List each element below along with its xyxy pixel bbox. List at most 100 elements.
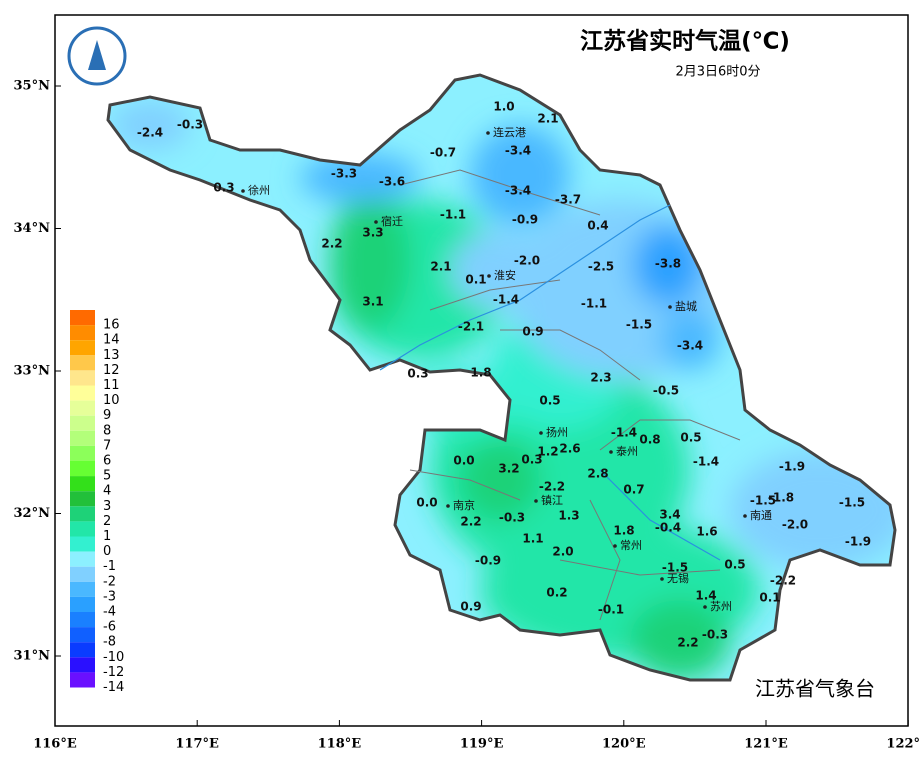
city-name: 南京 [453, 498, 475, 512]
station-value: 0.5 [680, 431, 701, 445]
city-borders [399, 169, 741, 621]
station-value: -1.4 [611, 426, 637, 440]
station-value: -0.7 [430, 146, 456, 160]
city-name: 扬州 [546, 425, 568, 439]
city-name: 常州 [620, 539, 642, 552]
y-tick-label: 32°N [14, 506, 51, 521]
legend-swatch [70, 385, 95, 401]
station-value: -2.2 [539, 480, 565, 494]
x-tick-label: 116°E [33, 737, 77, 752]
legend-swatch [70, 310, 95, 326]
city-dot [609, 450, 613, 454]
legend-label: 11 [103, 378, 120, 393]
agency: 江苏省气象台 [755, 677, 875, 701]
y-tick-label: 34°N [14, 221, 51, 236]
legend-swatch [70, 430, 95, 446]
station-value: 2.0 [552, 545, 573, 559]
legend-label: 12 [103, 363, 120, 378]
legend-label: 8 [103, 423, 111, 438]
legend-swatch [70, 445, 95, 461]
x-tick-label: 121°E [744, 737, 788, 752]
station-value: 2.2 [321, 237, 342, 251]
legend-label: -2 [103, 574, 116, 589]
legend-swatch [70, 657, 95, 673]
city-dot [743, 514, 747, 518]
city-name: 盐城 [675, 300, 697, 313]
station-value: 0.9 [460, 600, 481, 614]
city-name: 南通 [750, 509, 772, 522]
station-value: 0.4 [587, 219, 608, 233]
legend-swatch [70, 325, 95, 341]
city-dot [486, 131, 490, 135]
legend-swatch [70, 551, 95, 567]
station-value: 1.6 [696, 525, 717, 539]
x-tick-label: 117°E [175, 737, 219, 752]
station-value: 0.8 [639, 433, 660, 447]
station-value: 3.2 [498, 462, 519, 476]
legend-swatch [70, 506, 95, 522]
legend-swatch [70, 400, 95, 416]
station-value: -2.0 [782, 518, 808, 532]
station-value: -1.9 [845, 535, 871, 549]
station-value: -1.5 [662, 561, 688, 575]
legend-swatch [70, 340, 95, 356]
legend-label: 9 [103, 408, 111, 423]
legend-swatch [70, 627, 95, 643]
legend-label: 0 [103, 544, 111, 559]
station-value: -3.4 [505, 184, 531, 198]
legend-label: 5 [103, 469, 111, 484]
legend-label: -3 [103, 589, 116, 604]
station-value: -0.3 [702, 628, 728, 642]
station-value: -0.9 [512, 213, 538, 227]
legend-label: 4 [103, 484, 111, 499]
legend-label: 3 [103, 499, 111, 514]
station-value: 1.8 [613, 524, 634, 538]
station-value: -3.6 [379, 175, 405, 189]
station-value: 0.3 [407, 367, 428, 381]
station-value: -3.4 [505, 144, 531, 158]
station-value: 0.0 [416, 496, 437, 510]
legend-label: 1 [103, 529, 111, 544]
city-name: 宿迁 [381, 214, 403, 228]
city-dot [668, 305, 672, 309]
station-value: 0.5 [724, 558, 745, 572]
station-value: -1.5 [750, 494, 776, 508]
station-value: -0.3 [177, 118, 203, 132]
station-value: -1.1 [440, 208, 466, 222]
station-value: -0.3 [499, 511, 525, 525]
station-value: 3.4 [659, 508, 680, 522]
legend-swatch [70, 536, 95, 552]
legend-label: -1 [103, 559, 116, 574]
station-value: -1.5 [626, 318, 652, 332]
station-value: 0.5 [539, 394, 560, 408]
y-tick-label: 31°N [14, 649, 51, 664]
station-value: -0.5 [653, 384, 679, 398]
station-value: 0.3 [521, 453, 542, 467]
x-tick-label: 119°E [460, 737, 504, 752]
legend-swatch [70, 521, 95, 537]
station-value: 1.2 [537, 445, 558, 459]
station-value: 2.2 [460, 515, 481, 529]
station-value: 1.0 [493, 100, 514, 114]
y-tick-label: 35°N [14, 79, 51, 94]
legend-label: -10 [103, 650, 124, 665]
x-tick-label: 122°E [886, 737, 920, 752]
legend-swatch [70, 476, 95, 492]
station-value: 1.4 [695, 589, 716, 603]
station-value: 0.3 [213, 181, 234, 195]
station-value: 0.1 [465, 273, 486, 287]
station-value: 3.3 [362, 226, 383, 240]
legend-label: -14 [103, 680, 124, 695]
station-value: 0.2 [546, 586, 567, 600]
station-value: -2.5 [588, 260, 614, 274]
legend-label: 13 [103, 348, 120, 363]
legend-label: 14 [103, 333, 120, 348]
legend-label: -8 [103, 635, 116, 650]
city-name: 苏州 [710, 600, 732, 613]
station-value: 1.1 [522, 532, 543, 546]
station-value: 0.7 [623, 483, 644, 497]
city-dot [446, 504, 450, 508]
legend-swatch [70, 415, 95, 431]
station-value: -3.8 [655, 257, 681, 271]
station-value: -1.9 [779, 460, 805, 474]
